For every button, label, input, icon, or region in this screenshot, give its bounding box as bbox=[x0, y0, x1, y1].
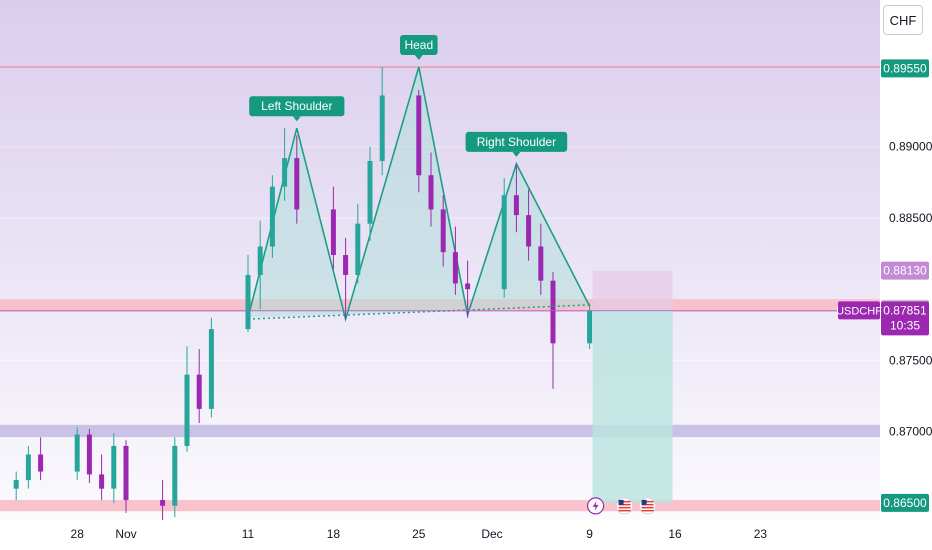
left-shoulder-label: Left Shoulder bbox=[261, 99, 332, 113]
price-label-stop-bg bbox=[881, 261, 929, 280]
candle-body bbox=[257, 246, 263, 275]
candle-body bbox=[440, 209, 446, 253]
price-axis: 0.87000 0.87500 0.88500 0.89000 bbox=[889, 140, 932, 439]
right-shoulder-label-pointer bbox=[512, 151, 521, 157]
candle-body bbox=[282, 158, 288, 187]
flag-canton bbox=[641, 499, 647, 505]
price-axis-labels: 0.895500.881300.878630.8785110:350.86500… bbox=[836, 59, 929, 512]
neckline-dotted bbox=[247, 304, 590, 320]
candle-body bbox=[111, 445, 117, 489]
y-tick-label: 0.88500 bbox=[889, 211, 932, 225]
x-tick-label: 11 bbox=[242, 527, 255, 541]
price-label-resistance: 0.89550 bbox=[883, 61, 927, 75]
candle-body bbox=[294, 158, 300, 210]
candle-body bbox=[355, 223, 361, 275]
head-label: Head bbox=[404, 38, 433, 52]
candle-body bbox=[184, 374, 190, 446]
head-label-pointer bbox=[414, 54, 423, 60]
x-tick-label: Dec bbox=[481, 527, 502, 541]
candle-body bbox=[269, 186, 275, 247]
right-shoulder-label: Right Shoulder bbox=[477, 135, 556, 149]
candle-body bbox=[465, 283, 471, 290]
x-tick-label: 28 bbox=[71, 527, 85, 541]
time-axis: 28 Nov 11 18 25 Dec 9 16 23 bbox=[71, 527, 768, 541]
y-tick-label: 0.87000 bbox=[889, 425, 932, 439]
y-tick-label: 0.89000 bbox=[889, 140, 932, 154]
price-label-current-bg bbox=[881, 301, 929, 336]
chart-overlay-lines bbox=[0, 304, 880, 320]
candle-body bbox=[330, 209, 336, 256]
currency-button[interactable]: CHF bbox=[883, 5, 923, 35]
head-label-box bbox=[400, 34, 438, 55]
candle-body bbox=[538, 246, 544, 281]
candle-body bbox=[172, 445, 178, 506]
support-zone bbox=[0, 424, 880, 438]
candle-body bbox=[208, 329, 214, 409]
flag-stripe bbox=[618, 503, 631, 506]
candle-body bbox=[367, 160, 373, 224]
right-shoulder-label-box bbox=[465, 131, 568, 152]
candle-body bbox=[160, 500, 166, 506]
candle-body bbox=[501, 195, 507, 290]
left-shoulder-label-box bbox=[249, 96, 345, 117]
candle-body bbox=[38, 454, 44, 472]
symbol-tag-bg bbox=[838, 301, 880, 320]
candle-body bbox=[526, 215, 532, 247]
price-label-stop: 0.88130 bbox=[883, 264, 927, 278]
candle-body bbox=[99, 474, 105, 489]
candle-body bbox=[86, 434, 92, 475]
price-label-target: 0.86500 bbox=[883, 496, 927, 510]
flag-stripe bbox=[618, 500, 631, 503]
candle-body bbox=[25, 454, 31, 481]
x-tick-label: 9 bbox=[586, 527, 593, 541]
event-markers bbox=[586, 497, 657, 515]
candle-body bbox=[587, 310, 593, 344]
y-tick-label: 0.87500 bbox=[889, 353, 932, 367]
price-zones bbox=[0, 66, 880, 512]
left-shoulder-label-pointer bbox=[292, 116, 301, 122]
symbol-tag: USDCHF bbox=[836, 305, 882, 317]
price-label-current: 0.87851 bbox=[883, 303, 927, 317]
flag-stripe bbox=[618, 509, 631, 512]
x-tick-label: 16 bbox=[668, 527, 682, 541]
candle-body bbox=[379, 95, 385, 161]
countdown-label: 10:35 bbox=[890, 318, 920, 332]
pattern-annotations: Left Shoulder Head Right Shoulder bbox=[249, 34, 568, 157]
time-axis-panel[interactable] bbox=[0, 520, 880, 550]
candle-body bbox=[13, 480, 19, 489]
flag-stripe bbox=[618, 506, 631, 509]
x-tick-label: 18 bbox=[327, 527, 341, 541]
candle-body bbox=[452, 252, 458, 284]
price-label-resistance-bg bbox=[881, 59, 929, 78]
candle-body bbox=[74, 434, 80, 472]
price-label-target-bg bbox=[881, 493, 929, 512]
candle-body bbox=[428, 175, 434, 210]
flag-stripe bbox=[641, 503, 654, 506]
flag-stripe bbox=[641, 506, 654, 509]
flag-stripe bbox=[641, 500, 654, 503]
stop-loss-box bbox=[592, 270, 673, 311]
candlestick-series bbox=[13, 66, 593, 520]
x-tick-label: 25 bbox=[412, 527, 426, 541]
take-profit-box bbox=[592, 310, 673, 503]
candle-body bbox=[416, 95, 422, 176]
candle-body bbox=[343, 255, 349, 275]
flag-stripe bbox=[641, 509, 654, 512]
lightning-icon bbox=[592, 500, 599, 511]
candle-body bbox=[245, 274, 251, 330]
candle-body bbox=[513, 195, 519, 216]
candle-body bbox=[123, 445, 129, 501]
x-tick-label: Nov bbox=[115, 527, 136, 541]
candle-body bbox=[196, 374, 202, 409]
candle-body bbox=[550, 280, 556, 344]
lower-support-zone bbox=[0, 500, 880, 512]
flag-canton bbox=[618, 499, 624, 505]
x-tick-label: 23 bbox=[754, 527, 768, 541]
